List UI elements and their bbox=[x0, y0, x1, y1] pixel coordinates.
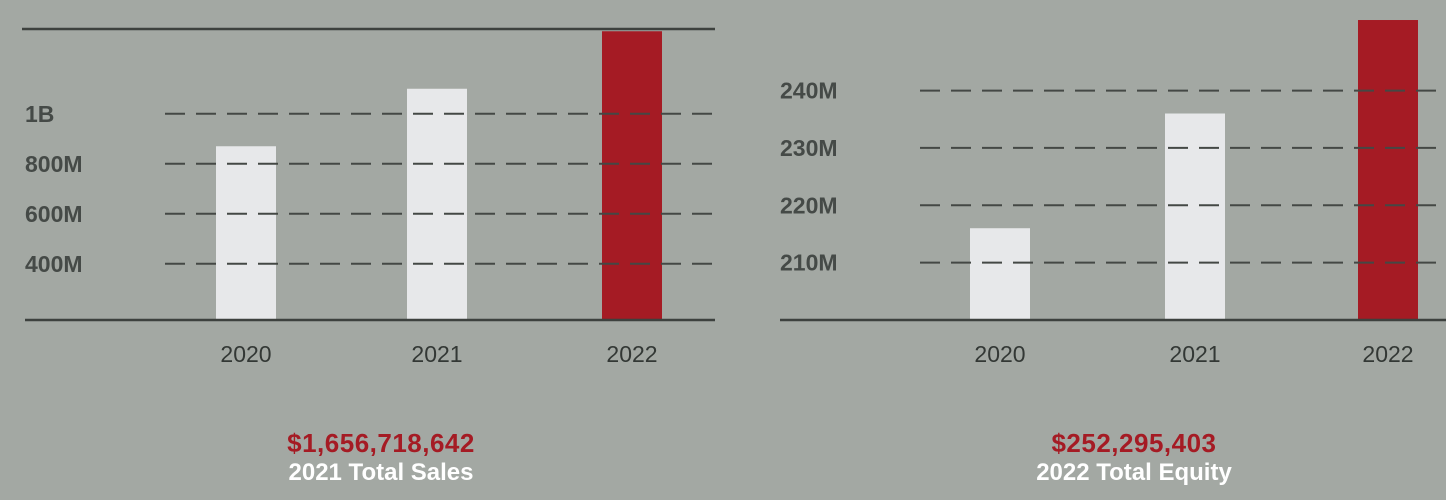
sales-description: 2021 Total Sales bbox=[288, 459, 474, 486]
x-tick-label: 2021 bbox=[411, 341, 462, 367]
sales-caption: $1,656,718,642 2021 Total Sales bbox=[181, 428, 581, 488]
sales-amount: $1,656,718,642 bbox=[287, 428, 475, 458]
y-tick-label: 220M bbox=[780, 192, 838, 218]
x-tick-label: 2020 bbox=[220, 341, 271, 367]
x-tick-label: 2020 bbox=[974, 341, 1025, 367]
bar-2021 bbox=[407, 88, 467, 320]
equity-description: 2022 Total Equity bbox=[1036, 459, 1232, 486]
x-tick-label: 2022 bbox=[606, 341, 657, 367]
bar-2022 bbox=[1358, 20, 1418, 320]
equity-caption: $252,295,403 2022 Total Equity bbox=[934, 428, 1334, 488]
x-tick-label: 2021 bbox=[1169, 341, 1220, 367]
y-tick-label: 210M bbox=[780, 250, 838, 276]
y-tick-label: 800M bbox=[25, 151, 83, 177]
chart-1: 400M 600M 800M 1B 2020 2021 2022 bbox=[22, 27, 715, 367]
y-tick-label: 400M bbox=[25, 251, 83, 277]
y-tick-label: 230M bbox=[780, 135, 838, 161]
bar-2020 bbox=[970, 228, 1030, 320]
bar-2020 bbox=[216, 146, 276, 320]
y-tick-label: 240M bbox=[780, 78, 838, 104]
bar-2021 bbox=[1165, 113, 1225, 321]
equity-amount: $252,295,403 bbox=[1051, 428, 1217, 458]
y-tick-label: 1B bbox=[25, 101, 54, 127]
chart-2: 210M 220M 230M 240M 2020 2021 2022 bbox=[780, 20, 1446, 367]
bar-2022 bbox=[602, 31, 662, 320]
x-tick-label: 2022 bbox=[1362, 341, 1413, 367]
y-tick-label: 600M bbox=[25, 201, 83, 227]
